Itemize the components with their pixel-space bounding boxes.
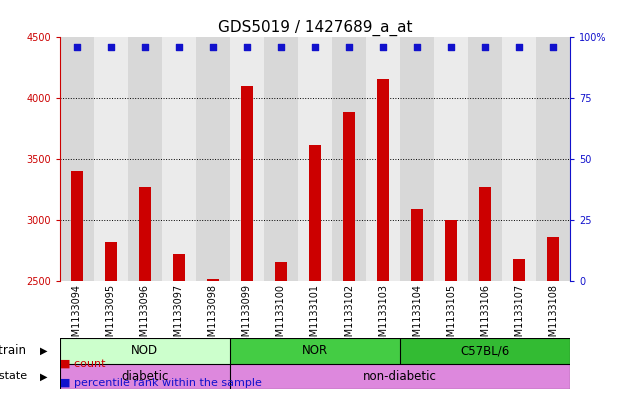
Text: ▶: ▶ [40, 346, 47, 356]
Point [140, 44, 150, 50]
Point [242, 44, 252, 50]
Bar [94, 37, 128, 281]
Bar [71, 171, 83, 281]
Point [106, 44, 116, 50]
Text: ■ count: ■ count [60, 358, 105, 369]
Text: disease state: disease state [0, 371, 26, 381]
Bar [400, 37, 434, 281]
Bar [298, 37, 332, 281]
Point [514, 44, 524, 50]
Text: C57BL/6: C57BL/6 [461, 344, 510, 357]
Bar [468, 37, 502, 281]
Bar [513, 259, 525, 281]
Bar [105, 242, 117, 281]
Bar [196, 37, 230, 281]
Point [480, 44, 490, 50]
Text: diabetic: diabetic [121, 370, 169, 383]
Point [344, 44, 354, 50]
Bar [275, 261, 287, 281]
Point [378, 44, 388, 50]
Point [446, 44, 456, 50]
Bar [400, 338, 570, 364]
Bar [241, 86, 253, 281]
Bar [547, 237, 559, 281]
Point [208, 44, 218, 50]
Bar [230, 37, 264, 281]
Bar [162, 37, 196, 281]
Text: NOR: NOR [302, 344, 328, 357]
Bar [60, 364, 230, 389]
Text: NOD: NOD [131, 344, 159, 357]
Bar [128, 37, 162, 281]
Point [174, 44, 184, 50]
Bar [479, 187, 491, 281]
Bar [536, 37, 570, 281]
Point [276, 44, 286, 50]
Bar [60, 37, 94, 281]
Text: non-diabetic: non-diabetic [363, 370, 437, 383]
Bar [173, 254, 185, 281]
Point [548, 44, 558, 50]
Bar [230, 364, 570, 389]
Text: ▶: ▶ [40, 371, 47, 381]
Text: ■ percentile rank within the sample: ■ percentile rank within the sample [60, 378, 261, 388]
Bar [332, 37, 366, 281]
Point [412, 44, 422, 50]
Bar [139, 187, 151, 281]
Bar [434, 37, 468, 281]
Bar [309, 145, 321, 281]
Bar [377, 79, 389, 281]
Bar [264, 37, 298, 281]
Point [72, 44, 82, 50]
Bar [230, 338, 400, 364]
Bar [60, 338, 230, 364]
Bar [207, 279, 219, 281]
Bar [502, 37, 536, 281]
Title: GDS5019 / 1427689_a_at: GDS5019 / 1427689_a_at [218, 20, 412, 36]
Point [310, 44, 320, 50]
Bar [366, 37, 400, 281]
Bar [445, 220, 457, 281]
Bar [411, 209, 423, 281]
Bar [343, 112, 355, 281]
Text: strain: strain [0, 344, 26, 357]
